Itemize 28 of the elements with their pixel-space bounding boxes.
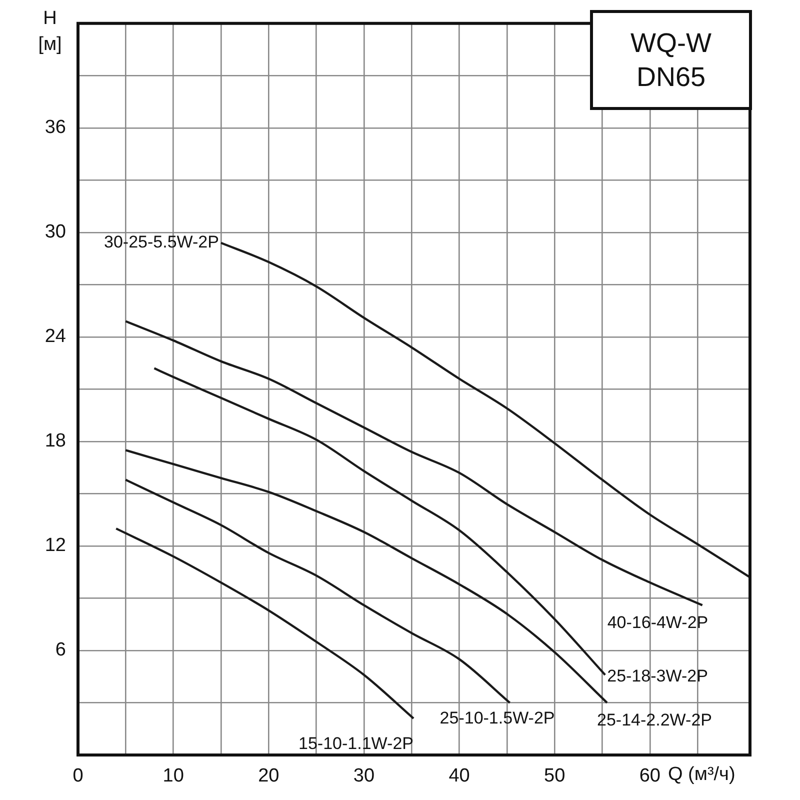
x-axis-title: Q (м³/ч) xyxy=(668,764,736,786)
y-tick-label: 6 xyxy=(55,640,66,661)
x-tick-label: 10 xyxy=(162,766,184,787)
line-series xyxy=(153,367,606,676)
series-label: 40-16-4W-2P xyxy=(607,612,708,632)
x-tick-label: 60 xyxy=(639,766,660,787)
x-tick-label: 0 xyxy=(72,766,84,787)
y-tick-label: 30 xyxy=(44,222,66,243)
text: DN65 xyxy=(636,61,706,94)
x-tick-label: 50 xyxy=(544,766,566,787)
series-label: 25-10-1.5W-2P xyxy=(440,708,555,728)
line-series xyxy=(124,449,608,704)
series-label: 15-10-1.1W-2P xyxy=(298,734,414,754)
x-tick-label: 20 xyxy=(258,766,280,787)
chart-title: WQ-W xyxy=(630,27,712,60)
series-label: 25-18-3W-2P xyxy=(607,666,708,686)
series-label: 25-14-2.2W-2P xyxy=(597,710,712,730)
line-series xyxy=(115,527,415,720)
y-tick-label: 24 xyxy=(44,326,66,348)
series-label: 30-25-5.5W-2P xyxy=(104,232,219,252)
line-series xyxy=(124,320,704,606)
line-series xyxy=(124,478,511,704)
y-axis-title: H [м] xyxy=(37,7,63,57)
y-tick-label: 36 xyxy=(44,117,66,138)
x-tick-label: 30 xyxy=(353,766,375,787)
x-tick-label: 40 xyxy=(448,766,470,787)
y-tick-label: 12 xyxy=(44,535,66,556)
y-tick-label: 18 xyxy=(44,430,66,452)
